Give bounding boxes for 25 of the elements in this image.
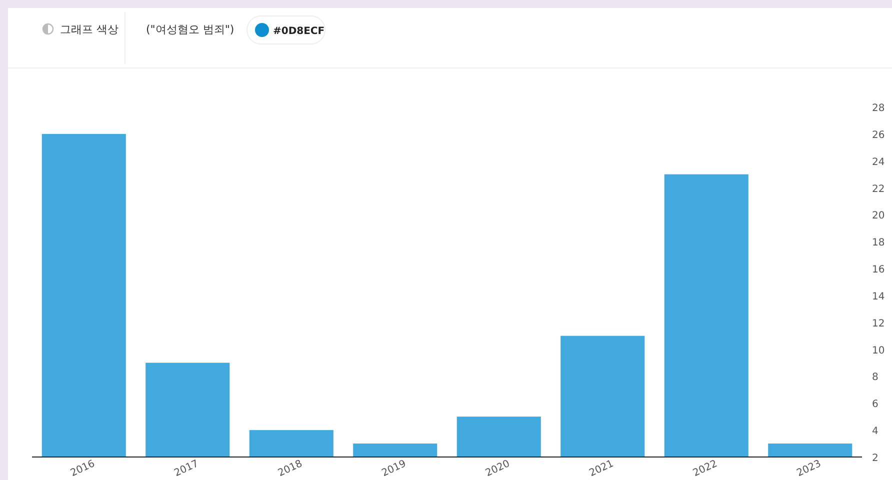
y-tick-label: 2 (872, 453, 878, 464)
x-tick-label: 2020 (484, 458, 512, 480)
y-tick-label: 28 (872, 103, 885, 114)
x-tick-label: 2018 (276, 458, 304, 480)
x-tick-label: 2021 (588, 458, 616, 480)
x-tick-label: 2023 (795, 458, 823, 480)
y-tick-label: 12 (872, 318, 885, 330)
x-tick-label: 2022 (691, 458, 720, 480)
x-tick-label: 2019 (380, 458, 408, 480)
y-tick-label: 4 (872, 426, 878, 438)
y-tick-label: 24 (872, 156, 885, 168)
text: #0D8ECF (273, 26, 325, 37)
y-tick-label: 6 (872, 399, 878, 410)
y-tick-label: 22 (872, 184, 885, 195)
y-tick-label: 8 (872, 372, 878, 384)
y-tick-label: 18 (872, 238, 885, 249)
text: 그래프 색상 (60, 23, 118, 36)
chart-title: ("여성혐오 범죄") (146, 23, 234, 36)
x-tick-label: 2017 (172, 458, 200, 480)
y-tick-label: 14 (872, 291, 885, 302)
y-tick-label: 16 (872, 264, 885, 276)
y-tick-label: 10 (872, 345, 885, 356)
x-tick-label: 2016 (68, 458, 97, 480)
y-tick-label: 26 (872, 130, 885, 141)
y-tick-label: 20 (872, 210, 885, 222)
